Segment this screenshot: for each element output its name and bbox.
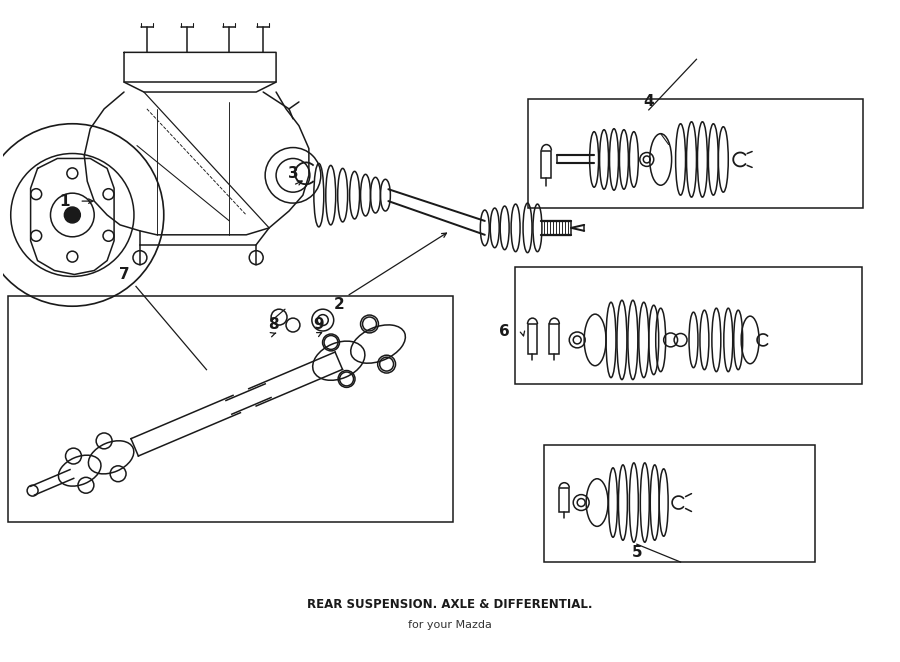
Text: 9: 9 [313, 316, 324, 332]
Bar [542, 150, 552, 178]
Text: 3: 3 [288, 166, 298, 181]
Text: 7: 7 [119, 267, 130, 282]
Bar [527, 324, 537, 354]
Text: 4: 4 [644, 95, 654, 109]
Text: 6: 6 [500, 324, 510, 340]
Bar [549, 324, 559, 354]
Text: 5: 5 [632, 545, 643, 559]
Text: 1: 1 [59, 193, 69, 209]
Text: REAR SUSPENSION. AXLE & DIFFERENTIAL.: REAR SUSPENSION. AXLE & DIFFERENTIAL. [307, 598, 593, 611]
Bar [559, 488, 570, 512]
Text: 2: 2 [333, 297, 344, 312]
Circle shape [65, 207, 80, 223]
Text: 8: 8 [268, 316, 278, 332]
Bar [8, 297, 453, 522]
Text: for your Mazda: for your Mazda [408, 620, 492, 630]
Bar [544, 445, 814, 562]
Bar [515, 267, 862, 383]
Bar [527, 99, 863, 208]
